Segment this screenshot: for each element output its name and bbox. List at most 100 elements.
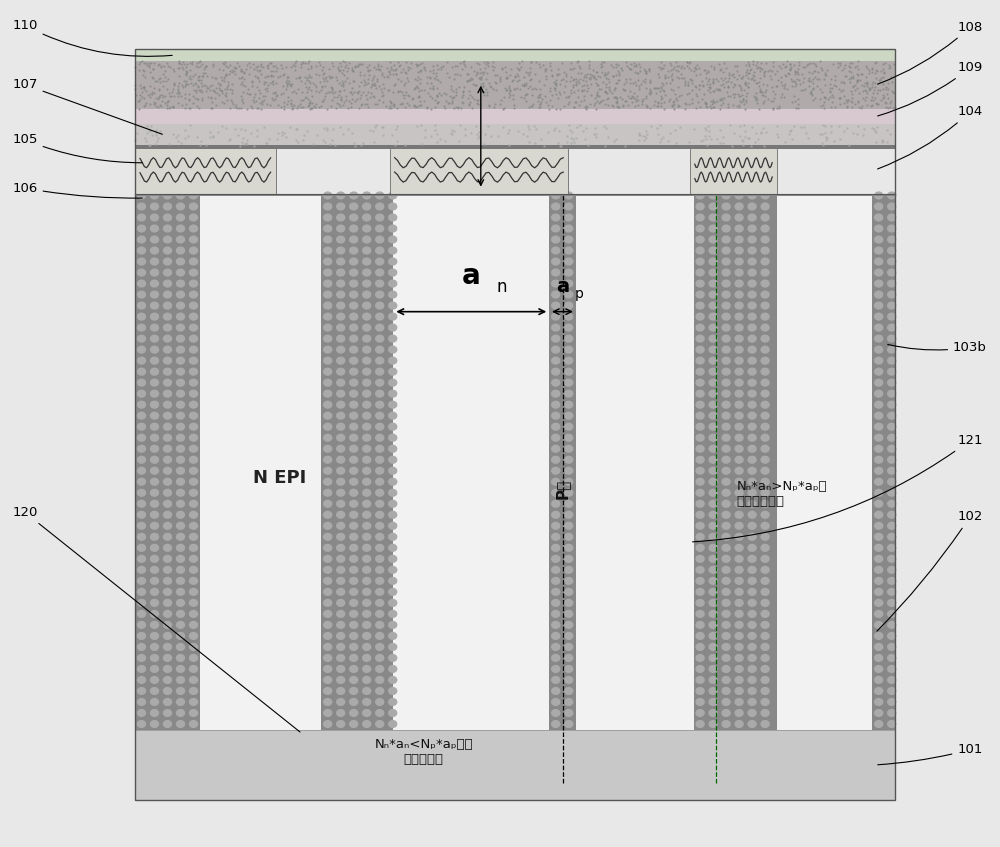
Circle shape <box>324 688 332 695</box>
Circle shape <box>138 479 146 485</box>
Circle shape <box>164 368 172 375</box>
Circle shape <box>888 401 896 408</box>
Circle shape <box>138 600 146 606</box>
Circle shape <box>761 534 769 540</box>
Circle shape <box>151 424 159 430</box>
Circle shape <box>177 236 185 243</box>
Circle shape <box>190 688 198 695</box>
Circle shape <box>709 335 717 342</box>
Circle shape <box>875 247 883 254</box>
Circle shape <box>735 523 743 529</box>
Circle shape <box>696 269 704 276</box>
Circle shape <box>350 578 358 584</box>
Circle shape <box>552 247 560 254</box>
Circle shape <box>761 247 769 254</box>
Circle shape <box>190 379 198 386</box>
Circle shape <box>761 490 769 496</box>
Circle shape <box>350 446 358 452</box>
Circle shape <box>363 644 371 650</box>
Circle shape <box>722 225 730 232</box>
Circle shape <box>735 457 743 463</box>
Circle shape <box>709 424 717 430</box>
Circle shape <box>164 600 172 606</box>
Circle shape <box>337 357 345 364</box>
Circle shape <box>164 655 172 662</box>
Circle shape <box>376 677 384 684</box>
Circle shape <box>389 688 397 695</box>
Bar <box>135 194 200 729</box>
Circle shape <box>722 357 730 364</box>
Circle shape <box>761 291 769 298</box>
Circle shape <box>722 501 730 507</box>
Circle shape <box>164 435 172 441</box>
Circle shape <box>337 280 345 287</box>
Circle shape <box>164 501 172 507</box>
Circle shape <box>888 655 896 662</box>
Circle shape <box>735 412 743 419</box>
Circle shape <box>565 357 573 364</box>
Circle shape <box>875 523 883 529</box>
Circle shape <box>376 435 384 441</box>
Circle shape <box>748 225 756 232</box>
Circle shape <box>552 688 560 695</box>
Circle shape <box>337 490 345 496</box>
Circle shape <box>565 567 573 573</box>
Circle shape <box>363 710 371 717</box>
Circle shape <box>761 457 769 463</box>
Bar <box>135 194 895 729</box>
Circle shape <box>389 390 397 397</box>
Circle shape <box>350 236 358 243</box>
Circle shape <box>761 699 769 706</box>
Circle shape <box>888 258 896 265</box>
Circle shape <box>190 225 198 232</box>
Circle shape <box>190 313 198 320</box>
Circle shape <box>888 346 896 353</box>
Circle shape <box>164 578 172 584</box>
Circle shape <box>177 357 185 364</box>
Circle shape <box>177 501 185 507</box>
Circle shape <box>151 192 159 199</box>
Circle shape <box>376 600 384 606</box>
Circle shape <box>337 258 345 265</box>
Circle shape <box>363 412 371 419</box>
Text: 109: 109 <box>878 61 983 116</box>
Circle shape <box>389 644 397 650</box>
Circle shape <box>722 688 730 695</box>
Circle shape <box>761 644 769 650</box>
Circle shape <box>350 534 358 540</box>
Circle shape <box>875 545 883 551</box>
Circle shape <box>722 578 730 584</box>
Circle shape <box>761 258 769 265</box>
Circle shape <box>709 534 717 540</box>
Circle shape <box>888 291 896 298</box>
Circle shape <box>761 446 769 452</box>
Circle shape <box>552 302 560 309</box>
Circle shape <box>875 435 883 441</box>
Circle shape <box>748 644 756 650</box>
Circle shape <box>735 644 743 650</box>
Circle shape <box>350 225 358 232</box>
Circle shape <box>552 501 560 507</box>
Circle shape <box>337 324 345 331</box>
Circle shape <box>748 324 756 331</box>
Circle shape <box>748 611 756 617</box>
Circle shape <box>138 567 146 573</box>
Circle shape <box>709 655 717 662</box>
Circle shape <box>324 677 332 684</box>
Circle shape <box>138 379 146 386</box>
Circle shape <box>565 302 573 309</box>
Circle shape <box>389 699 397 706</box>
Circle shape <box>164 677 172 684</box>
Circle shape <box>177 412 185 419</box>
Circle shape <box>363 512 371 518</box>
Circle shape <box>376 688 384 695</box>
Circle shape <box>164 258 172 265</box>
Circle shape <box>190 490 198 496</box>
Circle shape <box>748 346 756 353</box>
Circle shape <box>761 236 769 243</box>
Circle shape <box>138 501 146 507</box>
Circle shape <box>389 357 397 364</box>
Circle shape <box>761 567 769 573</box>
Circle shape <box>709 401 717 408</box>
Circle shape <box>350 424 358 430</box>
